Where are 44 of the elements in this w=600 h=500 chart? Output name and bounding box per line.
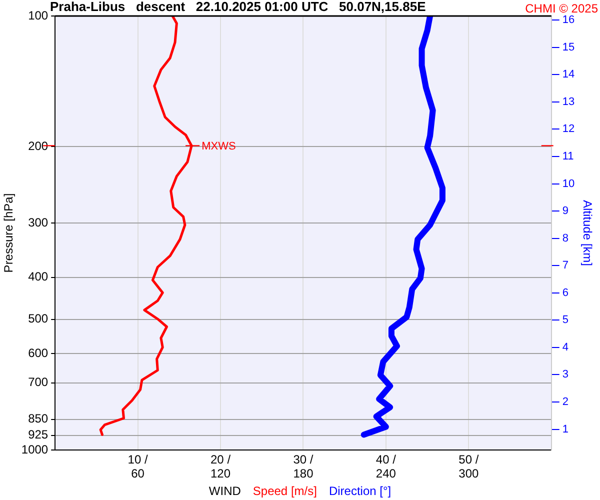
x-tick-label: 20 / [210, 452, 232, 466]
annotation: MXWS [202, 140, 236, 153]
x2-tick-label: 120 [210, 466, 231, 480]
x2-tick-label: 300 [458, 466, 479, 480]
y-tick-label: 500 [28, 312, 48, 326]
y-tick-label: 200 [28, 138, 48, 153]
text: Direction [°] [328, 484, 392, 498]
y2-tick-label: 8 [562, 232, 568, 244]
y2-tick-label: 12 [562, 123, 575, 136]
x2-tick-label: 240 [376, 466, 396, 480]
y2-tick-label: 15 [562, 41, 575, 54]
y2-tick-label: 5 [562, 314, 568, 326]
y-tick-label: 100 [28, 8, 48, 22]
y-tick-label: 925 [28, 428, 48, 442]
text: CHMI © 2025 [525, 1, 598, 16]
y-tick-label: 400 [28, 270, 48, 284]
x2-tick-label: 60 [131, 466, 145, 480]
x-tick-label: 10 / [128, 452, 148, 466]
text: Speed [m/s] [252, 484, 317, 498]
x-axis-title: WIND [208, 484, 241, 498]
y2-axis-title: Altitude [km] [580, 200, 594, 266]
x-tick-label: 30 / [293, 452, 314, 466]
x2-tick-label: 180 [293, 466, 314, 480]
y2-tick-label: 13 [562, 96, 575, 108]
y-tick-label: 1000 [21, 442, 48, 456]
y2-tick-label: 16 [562, 14, 575, 26]
y-tick-label: 850 [28, 412, 48, 426]
x-tick-label: 50 / [458, 452, 480, 466]
y-axis-title: Pressure [hPa] [2, 193, 16, 273]
y-tick-label: 300 [28, 215, 48, 230]
y2-tick-label: 3 [562, 368, 568, 381]
chart-title: Praha-Libus descent 22.10.2025 01:00 UTC 50.07N,15.85E [50, 0, 426, 14]
y2-tick-label: 6 [562, 286, 568, 299]
y2-tick-label: 4 [562, 341, 568, 354]
y2-tick-label: 1 [562, 423, 568, 436]
y2-tick-label: 10 [562, 178, 575, 190]
y2-tick-label: 11 [562, 150, 574, 163]
y2-tick-label: 14 [562, 68, 575, 81]
y-tick-label: 600 [28, 346, 48, 360]
y2-tick-label: 9 [562, 205, 568, 218]
y2-tick-label: 2 [562, 396, 568, 408]
y2-tick-label: 7 [562, 260, 568, 272]
y-tick-label: 700 [28, 375, 48, 390]
x-tick-label: 40 / [376, 452, 397, 466]
